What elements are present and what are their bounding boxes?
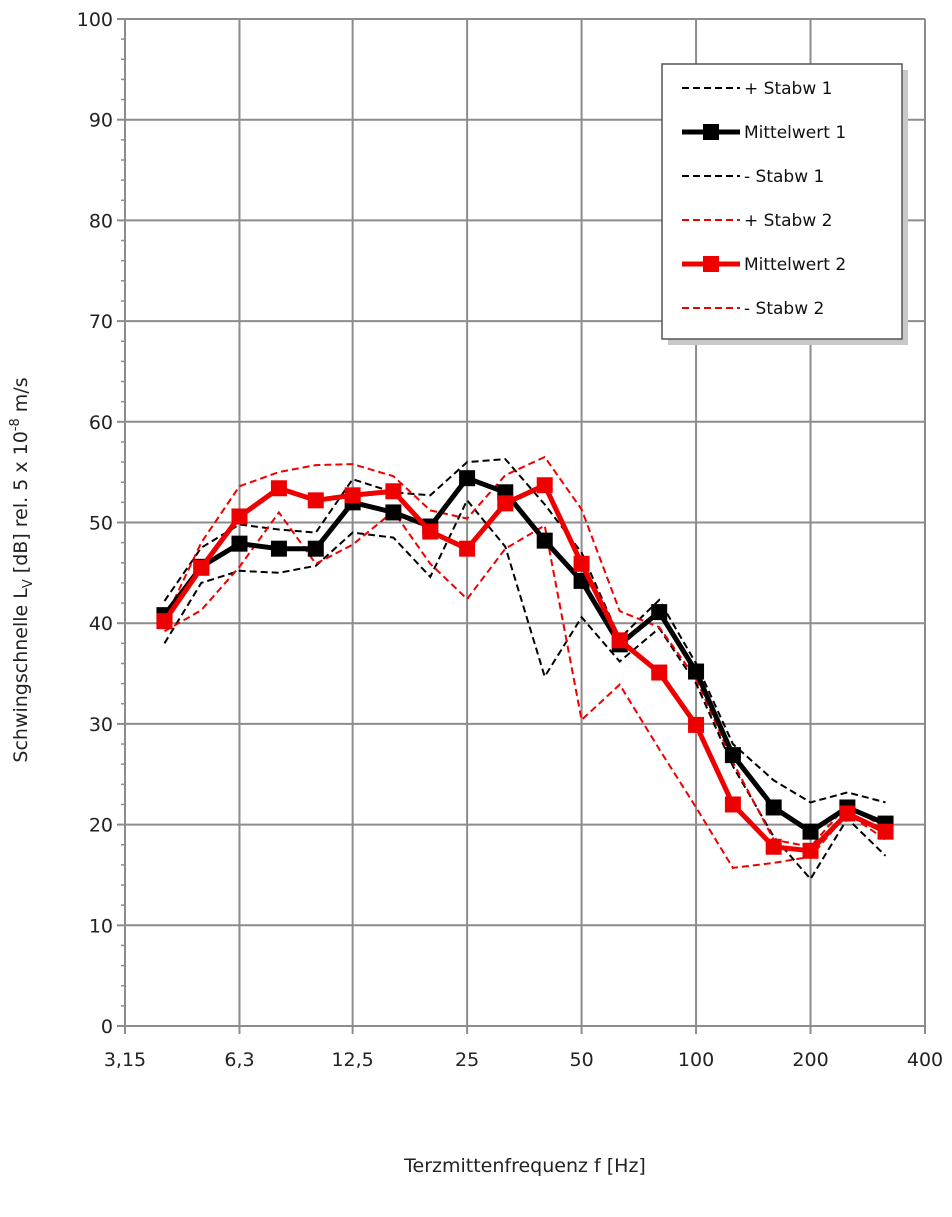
legend-label: + Stabw 2 [744, 211, 832, 231]
legend-item: - Stabw 1 [682, 167, 824, 187]
x-axis-title: Terzmittenfrequenz f [Hz] [403, 1155, 646, 1177]
series-3 [163, 498, 887, 881]
x-tick-label: 100 [678, 1049, 714, 1071]
legend: + Stabw 1 Mittelwert 1 - Stabw 1 + Stabw 2 M… [661, 63, 908, 345]
series-line-dashed [163, 455, 887, 848]
y-tick-label: 100 [77, 9, 113, 31]
data-point-marker [688, 716, 705, 733]
legend-item: Mittelwert 2 [682, 255, 846, 275]
data-point-marker [307, 492, 324, 509]
y-axis-title-mid: [dB] rel. 5 x 10 [10, 431, 32, 579]
series-layer [156, 455, 894, 881]
tick-labels: 0 10 20 30 40 50 60 70 80 90 100 3,15 6,3 12,5 25 50 100… [77, 9, 943, 1071]
data-point-marker [231, 535, 248, 552]
data-point-marker [724, 747, 741, 764]
legend-box [661, 63, 903, 340]
legend-label: - Stabw 1 [744, 167, 824, 187]
y-axis-title-sup: -8 [8, 418, 23, 431]
data-point-marker [459, 540, 476, 557]
y-axis-title: Schwingschnelle LV [dB] rel. 5 x 10-8 m/… [8, 377, 36, 762]
axes [124, 19, 925, 1027]
y-tick-label: 20 [89, 815, 113, 837]
legend-item: Mittelwert 1 [682, 123, 846, 143]
y-axis-title-sub: V [21, 579, 36, 588]
series-4 [163, 455, 887, 848]
legend-label: Mittelwert 1 [744, 123, 846, 143]
x-tick-label: 200 [792, 1049, 828, 1071]
y-tick-label: 10 [89, 915, 113, 937]
y-axis-title-prefix: Schwingschnelle L [10, 588, 32, 763]
grid-lines [125, 18, 926, 1026]
data-point-marker [536, 532, 553, 549]
legend-item: + Stabw 1 [682, 79, 832, 99]
series-line [162, 475, 887, 835]
data-point-marker [839, 805, 856, 822]
legend-label: - Stabw 2 [744, 299, 824, 319]
y-tick-label: 40 [89, 613, 113, 635]
y-tick-label: 30 [89, 714, 113, 736]
data-point-marker [877, 823, 894, 840]
series-line-dashed [163, 498, 887, 881]
data-point-marker [724, 796, 741, 813]
data-point-marker [497, 495, 514, 512]
y-tick-label: 80 [89, 210, 113, 232]
y-axis-title-suffix: m/s [10, 377, 32, 418]
data-point-marker [765, 799, 782, 816]
data-point-marker [422, 523, 439, 540]
legend-item: + Stabw 2 [682, 211, 832, 231]
series-line-dashed [163, 458, 886, 804]
data-point-marker [156, 613, 173, 630]
legend-item: - Stabw 2 [682, 299, 824, 319]
series-1 [163, 458, 886, 804]
legend-label: Mittelwert 2 [744, 255, 846, 275]
legend-label: + Stabw 1 [744, 79, 832, 99]
data-point-marker [459, 470, 476, 487]
series-5 [156, 477, 894, 859]
series-6 [164, 509, 887, 869]
series-line [162, 482, 887, 854]
series-line-dashed [164, 509, 887, 869]
x-tick-label: 400 [907, 1049, 943, 1071]
x-tick-label: 3,15 [104, 1049, 146, 1071]
series-2 [156, 470, 894, 840]
y-tick-label: 50 [89, 513, 113, 535]
y-tick-label: 70 [89, 311, 113, 333]
data-point-marker [536, 477, 553, 494]
data-point-marker [385, 483, 402, 500]
y-tick-label: 60 [89, 412, 113, 434]
data-point-marker [270, 480, 287, 497]
x-tick-label: 12,5 [331, 1049, 373, 1071]
legend-marker [703, 256, 719, 272]
data-point-marker [651, 604, 668, 621]
data-point-marker [611, 632, 628, 649]
data-point-marker [385, 504, 402, 521]
data-point-marker [270, 540, 287, 557]
y-tick-label: 0 [101, 1016, 113, 1038]
data-point-marker [231, 508, 248, 525]
data-point-marker [802, 842, 819, 859]
legend-marker [703, 124, 719, 140]
data-point-marker [307, 540, 324, 557]
data-point-marker [344, 487, 361, 504]
data-point-marker [573, 555, 590, 572]
data-point-marker [688, 663, 705, 680]
x-tick-label: 25 [455, 1049, 479, 1071]
data-point-marker [802, 823, 819, 840]
x-tick-label: 50 [569, 1049, 593, 1071]
data-point-marker [193, 559, 210, 576]
y-tick-label: 90 [89, 110, 113, 132]
data-point-marker [651, 664, 668, 681]
x-tick-label: 6,3 [224, 1049, 254, 1071]
data-point-marker [765, 838, 782, 855]
